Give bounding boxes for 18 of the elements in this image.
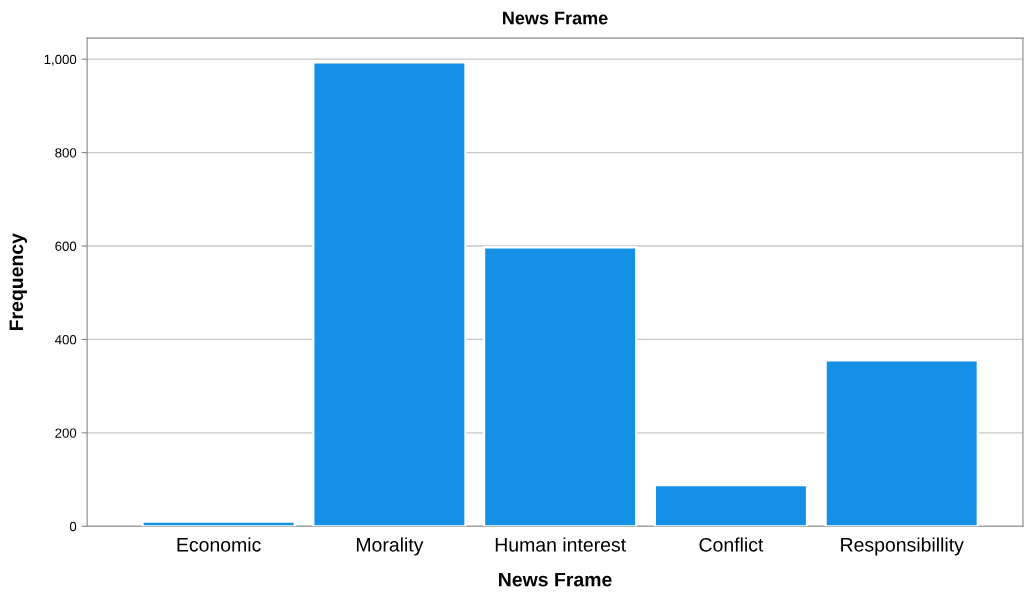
y-tick-label: 0 [69,521,77,532]
y-tick-label: 800 [55,148,77,158]
bar [824,359,979,527]
x-axis-title: News Frame [499,572,612,587]
y-tick-label: 400 [55,334,77,345]
y-tick-label: 600 [55,241,77,251]
x-tick-label: Economic [177,537,261,552]
x-tick-label: Responsibillity [841,537,964,556]
x-tick-label: Morality [356,537,424,556]
x-tick-label: Conflict [699,537,764,552]
x-tick-label: Human interest [495,537,626,552]
y-axis-title: Frequency [9,233,28,331]
bar [653,484,808,527]
bar [312,61,467,527]
bar [483,246,638,527]
y-tick-label: 1,000 [44,54,77,66]
y-tick-label: 200 [55,428,77,438]
chart-title: News Frame [503,11,608,25]
